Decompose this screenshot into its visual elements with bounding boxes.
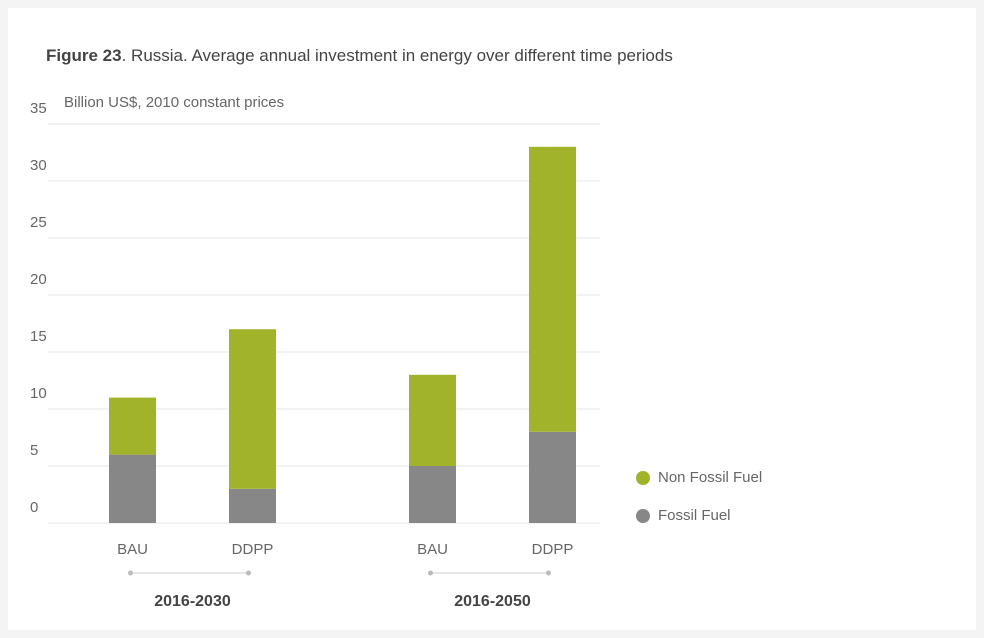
figure-label: Figure 23. Russia. Average annual invest… [46,46,673,65]
legend-swatch [636,471,650,485]
bar-segment [229,329,276,489]
y-tick-label: 30 [30,157,47,174]
bar-segment [529,146,576,432]
x-tick-label: DDPP [232,541,274,558]
group-dot [128,570,133,576]
bar-segment [409,466,456,523]
y-axis-label: Billion US$, 2010 constant prices [64,94,284,111]
legend-label: Non Fossil Fuel [658,469,762,486]
y-tick-label: 10 [30,385,47,402]
bar-segment [409,374,456,466]
y-tick-label: 35 [30,100,47,117]
panel [8,8,976,630]
y-tick-label: 0 [30,499,38,516]
bar-segment [109,397,156,455]
legend-label: Fossil Fuel [658,507,731,524]
figure-number: Figure 23 [46,46,122,65]
y-tick-label: 15 [30,328,47,345]
group-label: 2016-2030 [154,593,231,610]
x-tick-label: BAU [417,541,448,558]
group-dot [428,570,433,576]
y-tick-label: 5 [30,442,38,459]
x-tick-label: DDPP [532,541,574,558]
group-label: 2016-2050 [454,593,531,610]
group-dot [546,570,551,576]
y-tick-label: 20 [30,271,47,288]
bar-segment [529,431,576,523]
x-tick-label: BAU [117,541,148,558]
bar-segment [229,488,276,523]
group-dot [246,570,251,576]
legend-swatch [636,509,650,523]
bar-segment [109,454,156,523]
y-tick-label: 25 [30,214,47,231]
chart-title: . Russia. Average annual investment in e… [122,46,673,65]
